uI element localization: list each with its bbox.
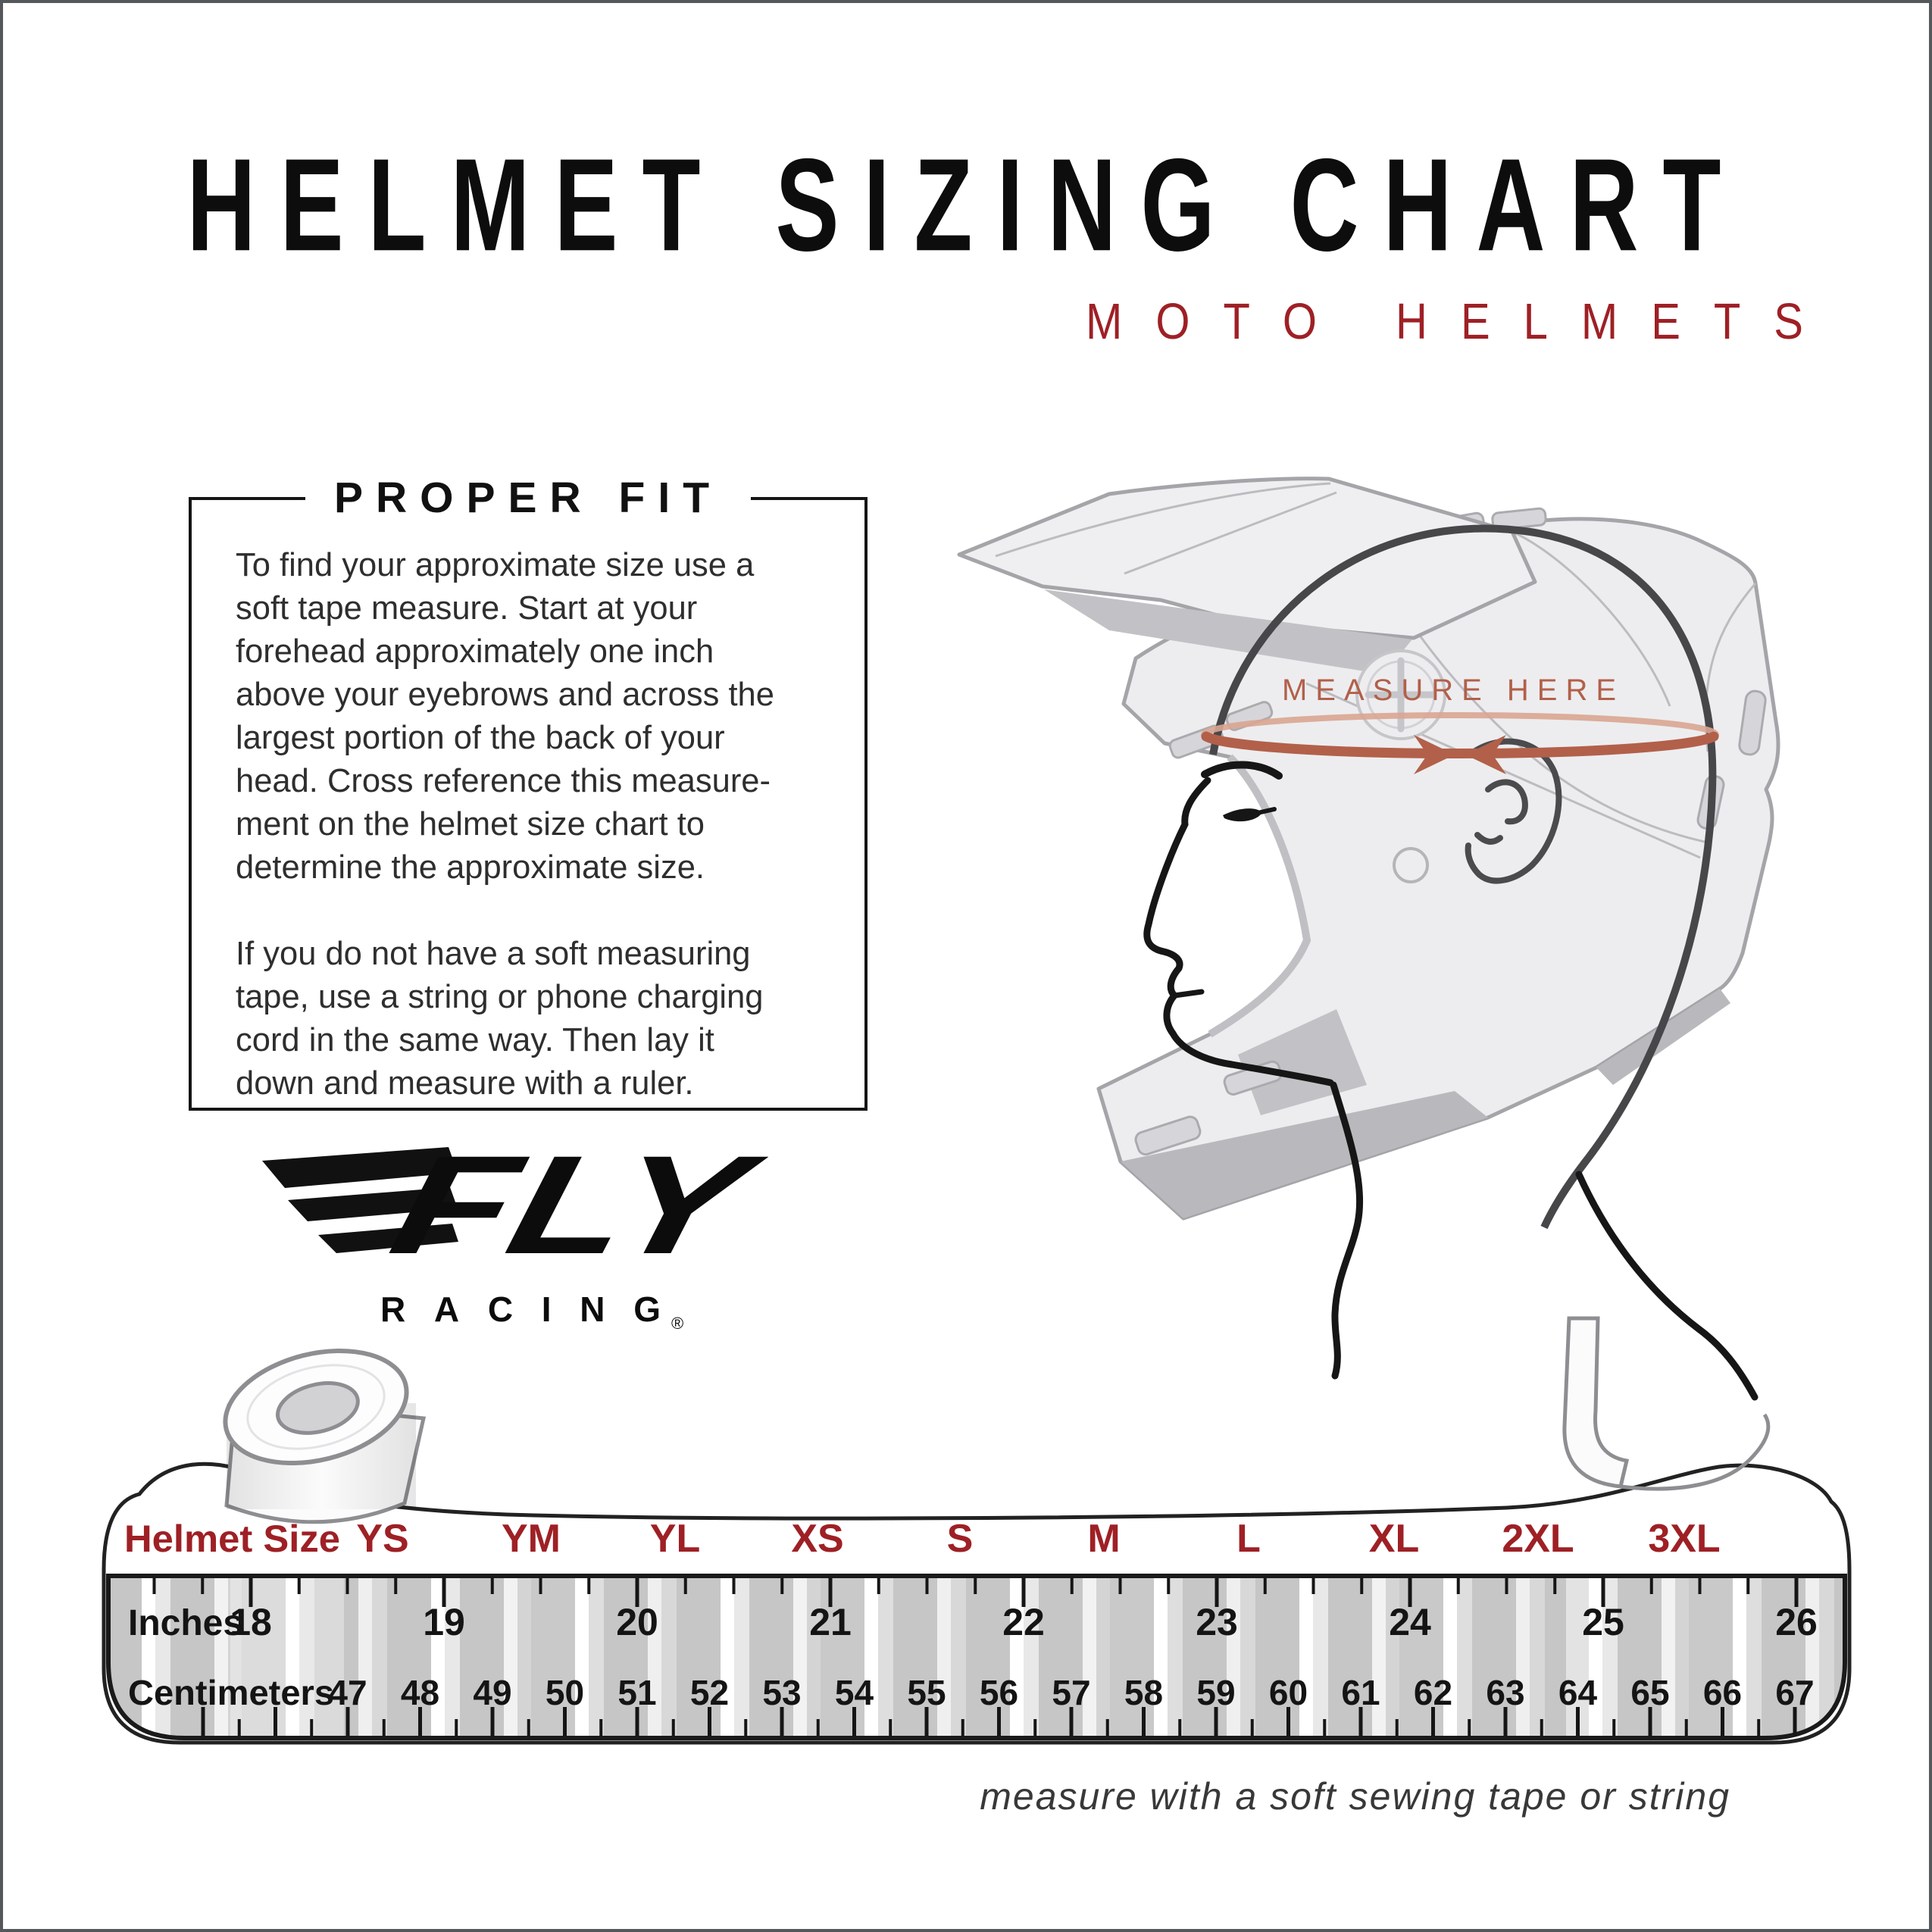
inches-row-label: Inches — [128, 1603, 243, 1643]
size-label: 3XL — [1648, 1517, 1720, 1561]
cm-number: 47 — [328, 1673, 367, 1712]
size-label: XS — [791, 1517, 843, 1561]
inch-number: 23 — [1196, 1601, 1238, 1643]
helmet-visor — [957, 477, 1537, 640]
cm-number: 54 — [835, 1673, 874, 1712]
visor-shadow — [1044, 589, 1412, 674]
inch-numbers-row: 18 19 20 21 22 23 24 25 26 — [230, 1601, 1818, 1643]
size-label: L — [1236, 1517, 1261, 1561]
cm-ticks — [201, 1707, 1797, 1736]
cm-number: 61 — [1341, 1673, 1380, 1712]
logo-registered-mark: ® — [671, 1314, 683, 1333]
proper-fit-heading: PROPER FIT — [305, 468, 752, 529]
size-label: YS — [356, 1517, 408, 1561]
cm-number: 52 — [690, 1673, 729, 1712]
snap-button — [1393, 847, 1429, 883]
cm-number: 59 — [1196, 1673, 1235, 1712]
cm-number: 66 — [1703, 1673, 1742, 1712]
cm-number: 55 — [907, 1673, 946, 1712]
curl-highlight — [1566, 1578, 1599, 1736]
cm-number: 50 — [546, 1673, 584, 1712]
size-label: YM — [502, 1517, 561, 1561]
size-labels-row: YS YM YL XS S M L XL 2XL 3XL — [356, 1517, 1720, 1561]
inch-number: 21 — [809, 1601, 852, 1643]
inch-ticks — [152, 1578, 1799, 1607]
inch-number: 20 — [616, 1601, 658, 1643]
size-label: XL — [1369, 1517, 1419, 1561]
inch-number: 26 — [1775, 1601, 1818, 1643]
page-title: HELMET SIZING CHART — [186, 130, 1746, 279]
ear — [1465, 738, 1562, 884]
cm-number: 64 — [1558, 1673, 1598, 1712]
size-label: S — [947, 1517, 974, 1561]
cm-number: 62 — [1414, 1673, 1452, 1712]
cm-numbers-row: 47 48 49 50 51 52 53 54 55 56 57 58 59 60 61 62 63 64 65 66… — [328, 1673, 1814, 1712]
logo-fly-text: FLY — [378, 1140, 768, 1283]
face-profile — [1143, 761, 1758, 1401]
proper-fit-paragraph-1: To find your approximate size use a soft… — [236, 547, 774, 886]
ruler-band — [106, 1574, 1847, 1740]
face-opening-line — [1208, 754, 1311, 1038]
logo-wing-icon — [262, 1147, 458, 1253]
tape-measure: YS YM YL XS S M L XL 2XL 3XL 18 19 20 21 22 23 24 25 26 4… — [102, 1316, 1852, 1745]
chin-shadow — [1121, 1091, 1488, 1218]
measurement-ellipse-front — [1201, 731, 1719, 759]
proper-fit-paragraph-2: If you do not have a soft measuring tape… — [236, 936, 764, 1102]
tape-roll-icon — [223, 1348, 427, 1524]
centimeters-row-label: Centimeters — [128, 1673, 334, 1712]
cm-number: 60 — [1269, 1673, 1308, 1712]
helmet-illustration: MEASURE HERE — [957, 477, 1780, 1401]
head-outline-arc — [1209, 524, 1717, 1230]
size-label: 2XL — [1502, 1517, 1574, 1561]
inch-number: 19 — [423, 1601, 465, 1643]
fly-racing-logo-icon: FLY RACING ® — [262, 1140, 768, 1333]
size-row-label: Helmet Size — [124, 1518, 340, 1560]
cm-number: 51 — [617, 1673, 656, 1712]
visor-lines — [995, 482, 1337, 575]
cm-number: 57 — [1052, 1673, 1090, 1712]
size-label: YL — [650, 1517, 700, 1561]
eye — [1223, 808, 1262, 822]
cm-number: 53 — [762, 1673, 801, 1712]
cm-number: 48 — [401, 1673, 439, 1712]
inch-number: 25 — [1582, 1601, 1624, 1643]
size-label: M — [1087, 1517, 1120, 1561]
cm-number: 58 — [1124, 1673, 1163, 1712]
proper-fit-text: To find your approximate size use a soft… — [236, 544, 839, 1149]
proper-fit-box: PROPER FIT To find your approximate size… — [189, 468, 868, 1111]
cm-number: 56 — [980, 1673, 1018, 1712]
cm-number: 49 — [473, 1673, 511, 1712]
cm-number: 63 — [1486, 1673, 1524, 1712]
inch-number: 24 — [1389, 1601, 1431, 1643]
rear-shadow — [1596, 989, 1730, 1085]
measure-here-label: MEASURE HERE — [1282, 674, 1624, 707]
inch-number: 22 — [1002, 1601, 1045, 1643]
cm-number: 65 — [1630, 1673, 1669, 1712]
page-subtitle: MOTO HELMETS — [1086, 293, 1837, 351]
cm-number: 67 — [1775, 1673, 1814, 1712]
tape-curl-icon — [1562, 1316, 1771, 1491]
tape-caption: measure with a soft sewing tape or strin… — [980, 1775, 1730, 1818]
inch-number: 18 — [230, 1601, 272, 1643]
measurement-arrows-icon — [1414, 735, 1506, 774]
